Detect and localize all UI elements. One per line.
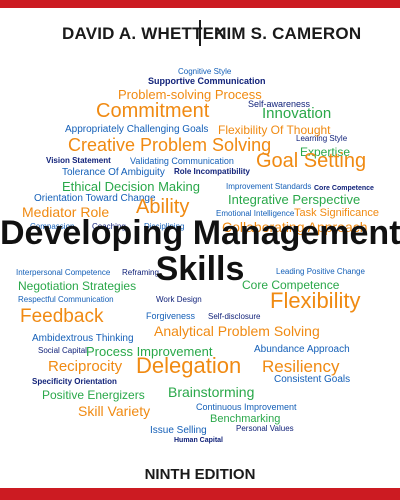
cloud-word: Positive Energizers — [42, 388, 145, 402]
cloud-word: Innovation — [262, 105, 332, 122]
cloud-word: Integrative Perspective — [228, 192, 361, 207]
cloud-word: Ambidextrous Thinking — [32, 333, 134, 344]
cloud-word: Issue Selling — [150, 425, 207, 436]
cloud-word: Ability — [136, 196, 190, 218]
cloud-word: Skill Variety — [78, 403, 151, 419]
cloud-word: Tolerance Of Ambiguity — [62, 167, 165, 178]
title-line-2: Skills — [155, 250, 245, 288]
cloud-word: Collaborating Approach — [222, 219, 368, 235]
cloud-word: Leading Positive Change — [276, 267, 365, 276]
cloud-word: Validating Communication — [130, 156, 234, 166]
cloud-word: Core Competence — [242, 278, 340, 292]
cloud-word: Resiliency — [262, 357, 340, 376]
cloud-word: Benchmarking — [210, 413, 281, 425]
cloud-word: Creative Problem Solving — [68, 135, 272, 155]
author-cameron: KIM S. CAMERON — [214, 24, 362, 43]
cloud-word: Self-awareness — [248, 99, 311, 109]
cloud-word: Compassion — [30, 222, 75, 231]
cloud-word: Improvement Standards — [226, 182, 312, 191]
cloud-word: Problem-solving Process — [118, 87, 262, 102]
cloud-word: Ethical Decision Making — [62, 179, 201, 194]
author-whetten: DAVID A. WHETTEN — [62, 24, 227, 43]
cloud-word: Appropriately Challenging Goals — [65, 124, 209, 135]
cloud-word: Emotional Intelligence — [216, 209, 295, 218]
cloud-word: Continuous Improvement — [196, 402, 297, 412]
cloud-word: Role Incompatibility — [174, 167, 251, 176]
cloud-word: Forgiveness — [146, 311, 196, 321]
cloud-word: Human Capital — [174, 437, 224, 444]
cloud-word: Delegation — [136, 353, 242, 378]
cloud-word: Vision Statement — [46, 156, 111, 165]
cloud-word: Respectful Communication — [18, 295, 114, 304]
cloud-word: Interpersonal Competence — [16, 268, 111, 277]
cloud-word: Flexibility — [270, 288, 361, 313]
bottom-red-bar — [0, 488, 400, 500]
cloud-word: Disciplining — [144, 222, 185, 231]
cloud-word: Negotiation Strategies — [18, 279, 137, 293]
cloud-word: Self-disclosure — [208, 312, 261, 321]
cloud-word: Analytical Problem Solving — [154, 323, 320, 339]
cloud-word: Social Capital — [38, 346, 87, 355]
cloud-word: Learning Style — [296, 134, 348, 143]
cloud-word: Feedback — [20, 306, 104, 327]
cloud-word: Supportive Communication — [148, 76, 266, 86]
author-separator — [199, 20, 201, 46]
cloud-word: Expertise — [300, 145, 351, 159]
cloud-word: Specificity Orientation — [32, 377, 117, 386]
edition-label: NINTH EDITION — [144, 466, 256, 483]
cloud-word: Mediator Role — [22, 204, 110, 220]
top-red-bar — [0, 0, 400, 8]
cloud-word: Reciprocity — [48, 358, 123, 375]
cloud-word: Core Competence — [314, 185, 374, 192]
cloud-word: Personal Values — [236, 424, 294, 433]
cloud-word: Cognitive Style — [178, 67, 232, 76]
title-line-1: Developing Management — [0, 214, 400, 252]
cloud-word: Orientation Toward Change — [34, 193, 156, 204]
cloud-word: Abundance Approach — [254, 344, 350, 355]
cloud-word: Brainstorming — [168, 384, 255, 400]
cloud-word: Consistent Goals — [274, 374, 351, 385]
cloud-word: Commitment — [96, 100, 210, 122]
cloud-word: Work Design — [156, 295, 202, 304]
cloud-word: Task Significance — [294, 207, 379, 219]
cloud-word: Process Improvement — [86, 344, 213, 359]
cloud-word: Flexibility Of Thought — [218, 123, 331, 137]
cloud-word: Coaching — [92, 222, 126, 231]
cloud-word: Goal Setting — [256, 150, 367, 172]
cloud-word: Reframing — [122, 268, 159, 277]
